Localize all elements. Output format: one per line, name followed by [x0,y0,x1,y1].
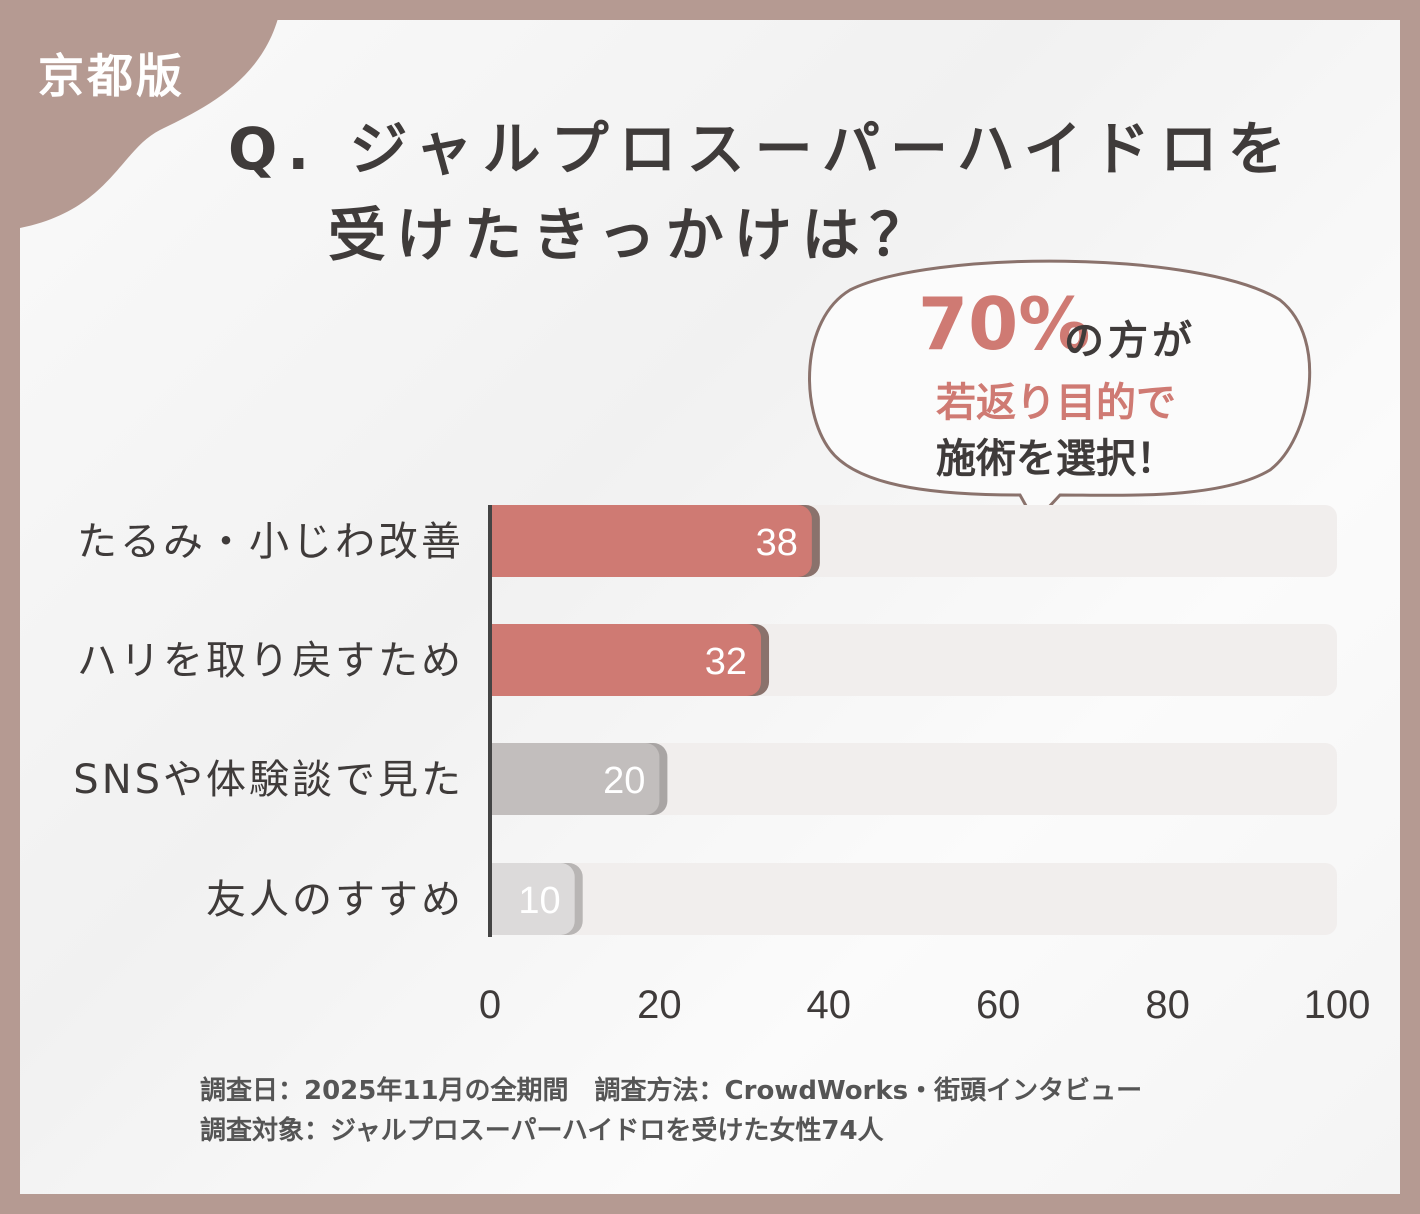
x-tick-label: 0 [479,983,501,1027]
data-label: 20 [603,760,645,802]
data-label: 32 [705,641,747,683]
bar [490,505,812,577]
bar-base [490,624,510,696]
bar [490,743,660,815]
bar-track [490,743,1337,815]
bar-base [490,863,510,935]
bar-chart: 38 たるみ・小じわ改善 32 ハリを取り戻すため 20 SNSや体験談で見た 10 友人のす… [73,505,1371,1027]
survey-note-line1: 調査日：2025年11月の全期間 調査方法：CrowdWorks・街頭インタビュ… [200,1076,1143,1106]
category-label: ハリを取り戻すため [77,638,464,684]
region-badge: 京都版 [38,49,185,103]
question-title-line2: 受けたきっかけは？ [328,201,938,269]
x-tick-label: 60 [976,983,1021,1027]
infographic-card [20,20,1400,1194]
callout-line3: 施術を選択！ [936,436,1176,482]
bar [490,624,762,696]
category-label: SNSや体験談で見た [73,757,464,803]
bar-base [490,505,510,577]
callout-percent: 70% [918,282,1091,366]
bar [490,863,575,935]
y-axis-line [488,505,492,937]
x-tick-label: 40 [807,983,852,1027]
x-tick-label: 20 [637,983,682,1027]
question-title-line1: Q. ジャルプロスーパーハイドロを [228,115,1296,183]
callout-line2: 若返り目的で [936,380,1176,426]
corner-badge-shape [0,0,282,230]
callout-line1: の方が [1064,318,1196,364]
category-label: たるみ・小じわ改善 [77,519,464,565]
x-tick-label: 100 [1304,983,1371,1027]
x-tick-label: 80 [1145,983,1190,1027]
category-label: 友人のすすめ [206,877,464,923]
survey-note-line2: 調査対象：ジャルプロスーパーハイドロを受けた女性74人 [200,1116,884,1146]
bar-base [490,743,510,815]
bar-track [490,863,1337,935]
data-label: 38 [756,522,798,564]
data-label: 10 [518,880,560,922]
